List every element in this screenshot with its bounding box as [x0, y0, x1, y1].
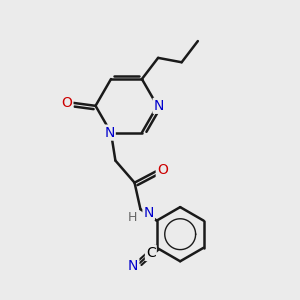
- Text: H: H: [128, 211, 137, 224]
- Text: O: O: [157, 163, 168, 177]
- Text: C: C: [146, 246, 156, 260]
- Text: O: O: [61, 96, 72, 110]
- Text: N: N: [154, 99, 164, 113]
- Text: N: N: [104, 126, 115, 140]
- Text: N: N: [128, 259, 138, 273]
- Text: N: N: [143, 206, 154, 220]
